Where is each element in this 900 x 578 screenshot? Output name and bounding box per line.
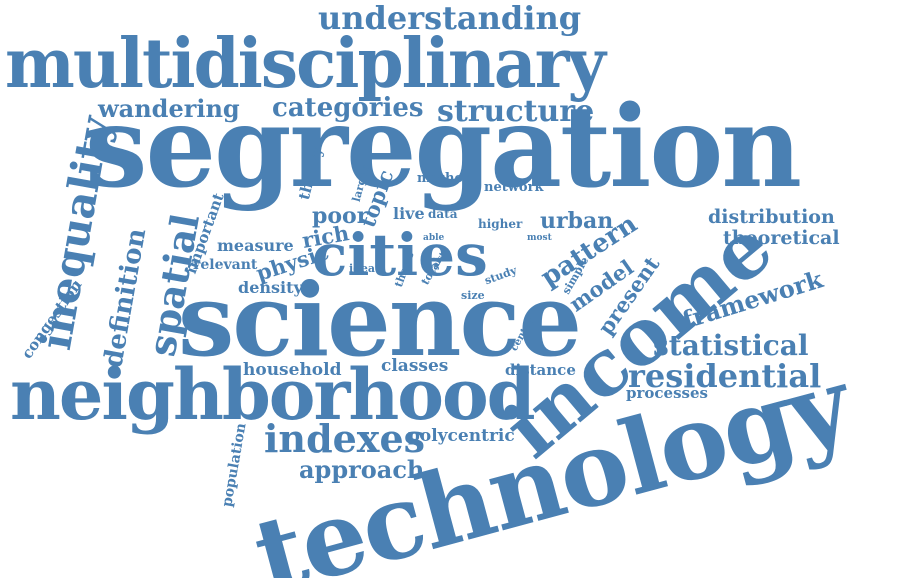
word-multidisciplinary: multidisciplinary — [5, 24, 606, 104]
word-live: live — [393, 204, 425, 223]
word-method: method — [417, 171, 473, 186]
word-structure: structure — [437, 94, 595, 129]
word-most: most — [527, 233, 552, 243]
word-size: size — [461, 289, 485, 302]
word-poor: poor — [312, 203, 369, 229]
word-categories: categories — [272, 93, 424, 123]
word-cities: cities — [312, 221, 488, 289]
word-statistical: statistical — [653, 329, 809, 362]
word-density: density — [238, 278, 303, 297]
word-relevant: relevant — [193, 257, 258, 273]
word-approach: approach — [299, 455, 425, 484]
word-processes: processes — [626, 384, 708, 402]
word-data: data — [428, 207, 458, 221]
word-network: network — [484, 180, 544, 195]
word-household: household — [243, 360, 342, 380]
word-classes: classes — [381, 356, 449, 376]
word-understanding: understanding — [318, 0, 582, 37]
word-theoretical: theoretical — [723, 227, 840, 249]
word-idea: idea — [349, 262, 375, 275]
word-able: able — [423, 233, 445, 243]
word-segregation: segregation — [85, 82, 802, 213]
word-measure: measure — [217, 236, 294, 255]
word-wandering: wandering — [98, 94, 240, 123]
word-neighborhood: neighborhood — [10, 353, 536, 436]
word-polycentric: polycentric — [408, 426, 515, 446]
word-distance: distance — [505, 361, 576, 379]
word-higher: higher — [478, 217, 523, 231]
word-science: science — [178, 261, 582, 379]
word-residential: residential — [628, 357, 822, 395]
word-distribution: distribution — [708, 206, 835, 228]
word-indexes: indexes — [264, 416, 426, 461]
word-urban: urban — [540, 208, 614, 234]
